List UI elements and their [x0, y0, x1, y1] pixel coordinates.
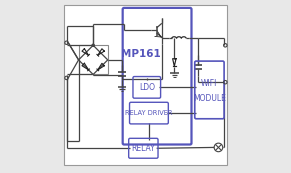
Text: WIFI: WIFI [201, 79, 218, 88]
Text: RELAY DRIVER: RELAY DRIVER [125, 110, 173, 116]
Text: RELAY: RELAY [132, 144, 155, 153]
Text: MP161: MP161 [121, 49, 161, 59]
Text: MODULE: MODULE [193, 94, 226, 103]
Bar [79, 45, 108, 75]
Circle shape [92, 44, 94, 47]
Text: LDO: LDO [139, 83, 155, 92]
